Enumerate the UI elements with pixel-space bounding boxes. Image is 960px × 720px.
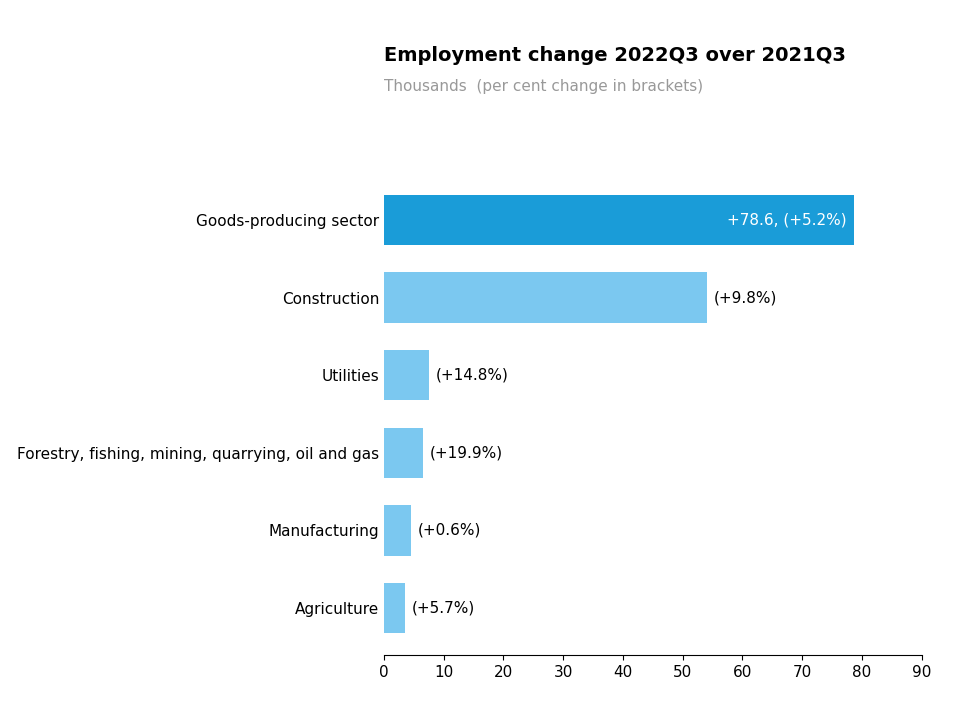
Text: (+14.8%): (+14.8%) [436, 368, 509, 383]
Text: (+19.9%): (+19.9%) [430, 445, 503, 460]
Text: +78.6, (+5.2%): +78.6, (+5.2%) [727, 212, 847, 228]
Bar [384, 272, 707, 323]
Bar [384, 582, 405, 634]
Text: (+9.8%): (+9.8%) [713, 290, 777, 305]
Text: Employment change 2022Q3 over 2021Q3: Employment change 2022Q3 over 2021Q3 [384, 46, 846, 65]
Text: Thousands  (per cent change in brackets): Thousands (per cent change in brackets) [384, 78, 703, 94]
Bar [384, 505, 411, 556]
Text: (+0.6%): (+0.6%) [418, 523, 481, 538]
Bar [384, 194, 853, 246]
Bar [384, 428, 422, 478]
Text: (+5.7%): (+5.7%) [412, 600, 475, 616]
Bar [384, 350, 429, 400]
